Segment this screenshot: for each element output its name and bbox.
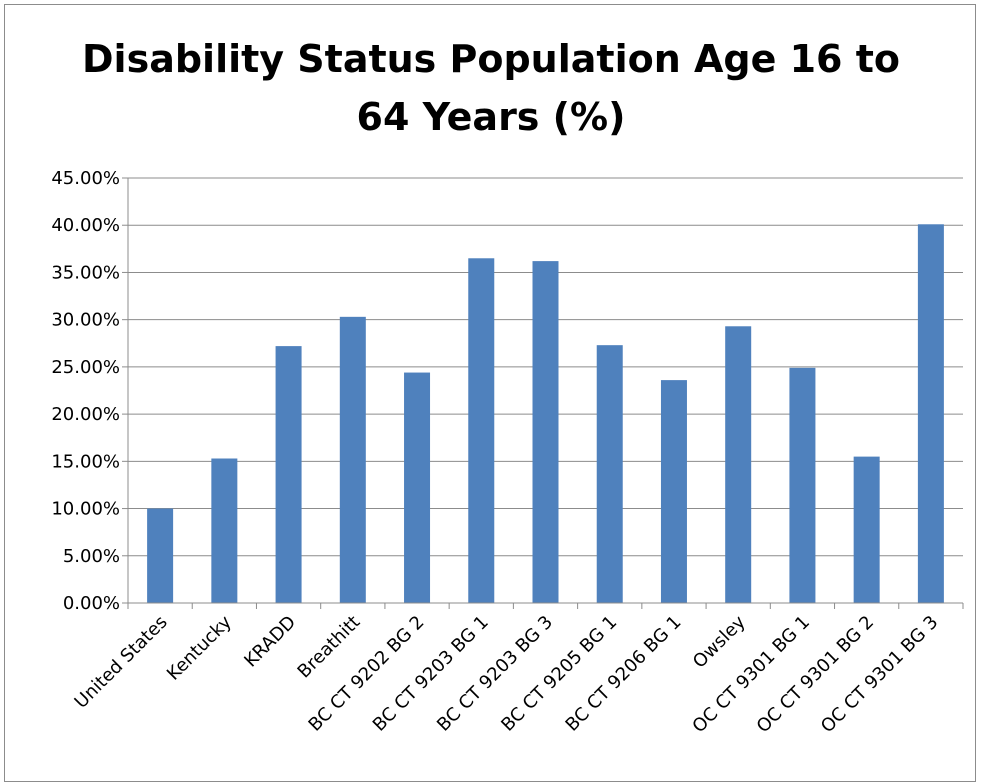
chart-title: Disability Status Population Age 16 to 6…	[0, 30, 982, 146]
bar	[404, 372, 431, 603]
x-tick-label: BC CT 9202 BG 2	[305, 612, 429, 736]
bar	[339, 316, 366, 603]
x-tick-label: OC CT 9301 BG 3	[817, 612, 942, 737]
bar	[789, 367, 816, 603]
y-tick-label: 10.00%	[51, 499, 120, 520]
x-tick-label: Kentucky	[163, 611, 236, 684]
bar	[660, 380, 687, 603]
bar	[725, 326, 752, 603]
bars	[147, 224, 944, 603]
bar	[147, 508, 174, 603]
chart-title-line-1: Disability Status Population Age 16 to	[82, 37, 900, 81]
bar	[275, 346, 302, 603]
y-tick-label: 20.00%	[51, 404, 120, 425]
bar	[853, 456, 880, 603]
x-tick-label: BC CT 9206 BG 1	[562, 612, 686, 736]
y-tick-label: 40.00%	[51, 215, 120, 236]
bar	[917, 224, 944, 603]
x-tick-label: KRADD	[240, 612, 300, 672]
x-tick-label: Owsley	[689, 611, 750, 672]
x-tick-label: BC CT 9203 BG 3	[433, 612, 557, 736]
y-tick-label: 0.00%	[63, 593, 120, 614]
y-tick-label: 35.00%	[51, 262, 120, 283]
bar	[596, 345, 623, 603]
axes	[122, 177, 964, 609]
x-tick-label: United States	[71, 612, 172, 713]
y-tick-label: 5.00%	[63, 546, 120, 567]
x-tick-label: OC CT 9301 BG 2	[753, 612, 878, 737]
y-tick-labels: 0.00% 5.00% 10.00% 15.00% 20.00% 25.00% 30.00%…	[51, 168, 120, 614]
bar	[532, 261, 559, 603]
bar	[211, 458, 238, 603]
y-tick-label: 30.00%	[51, 310, 120, 331]
x-tick-label: BC CT 9203 BG 1	[369, 612, 493, 736]
y-tick-label: 25.00%	[51, 357, 120, 378]
x-tick-label: OC CT 9301 BG 1	[688, 612, 813, 737]
chart-title-line-2: 64 Years (%)	[356, 95, 626, 139]
x-tick-label: BC CT 9205 BG 1	[497, 612, 621, 736]
y-tick-label: 45.00%	[51, 168, 120, 189]
y-tick-label: 15.00%	[51, 451, 120, 472]
bar	[468, 258, 495, 603]
